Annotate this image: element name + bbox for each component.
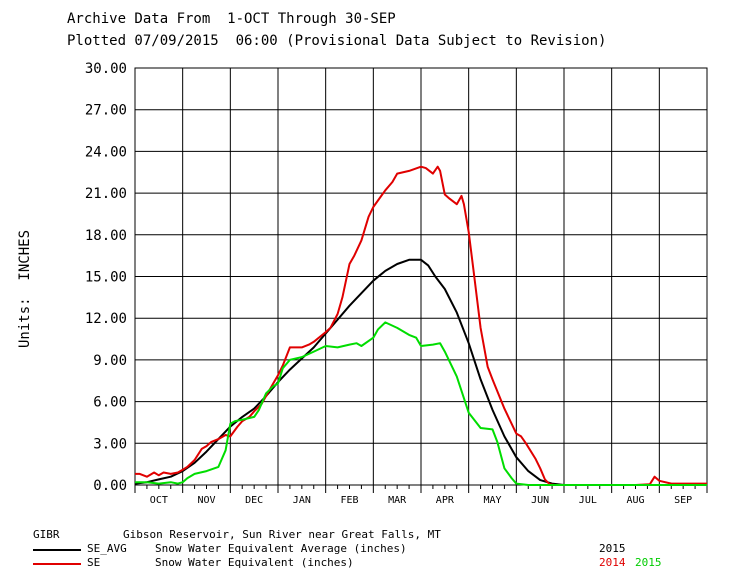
y-tick-label: 12.00 [85, 311, 127, 327]
y-axis-title: Units: INCHES [17, 229, 33, 348]
legend-year-se-2014: 2014 [599, 556, 626, 569]
legend-code-se-avg: SE_AVG [87, 542, 127, 555]
x-tick-label: JAN [293, 495, 311, 506]
legend-swatch-se [33, 563, 81, 565]
y-tick-label: 6.00 [93, 395, 127, 411]
legend-swatch-se-avg [33, 549, 81, 551]
y-tick-label: 21.00 [85, 186, 127, 202]
x-tick-label: FEB [340, 495, 358, 506]
y-tick-label: 27.00 [85, 103, 127, 119]
chart-header-plotted: Plotted 07/09/2015 06:00 (Provisional Da… [67, 33, 607, 49]
legend-site-name: Gibson Reservoir, Sun River near Great F… [123, 528, 441, 541]
legend-desc-se-avg: Snow Water Equivalent Average (inches) [155, 542, 407, 555]
y-tick-label: 30.00 [85, 61, 127, 77]
y-tick-label: 24.00 [85, 144, 127, 160]
x-tick-label: SEP [674, 495, 692, 506]
series-line-se-2014 [135, 165, 707, 486]
legend-year-se-avg-2015: 2015 [599, 542, 626, 555]
x-tick-label: APR [436, 495, 455, 506]
y-tick-label: 3.00 [93, 436, 127, 452]
x-tick-label: NOV [197, 495, 215, 506]
x-tick-label: OCT [150, 495, 168, 506]
legend-desc-se: Snow Water Equivalent (inches) [155, 556, 354, 569]
x-tick-label: JUL [579, 495, 597, 506]
x-tick-label: MAR [388, 495, 407, 506]
x-tick-label: AUG [626, 495, 644, 506]
y-tick-label: 15.00 [85, 270, 127, 286]
x-tick-label: DEC [245, 495, 263, 506]
plot-frame [134, 67, 708, 486]
legend-code-se: SE [87, 556, 101, 569]
legend-year-se-2015: 2015 [635, 556, 662, 569]
legend-site-code: GIBR [33, 528, 60, 541]
chart-header-archive: Archive Data From 1-OCT Through 30-SEP [67, 11, 396, 27]
series-line-se-2015 [135, 321, 707, 486]
y-tick-label: 18.00 [85, 228, 127, 244]
x-tick-label: JUN [531, 495, 549, 506]
y-tick-label: 9.00 [93, 353, 127, 369]
x-tick-label: MAY [483, 495, 501, 506]
y-tick-label: 0.00 [93, 478, 127, 494]
